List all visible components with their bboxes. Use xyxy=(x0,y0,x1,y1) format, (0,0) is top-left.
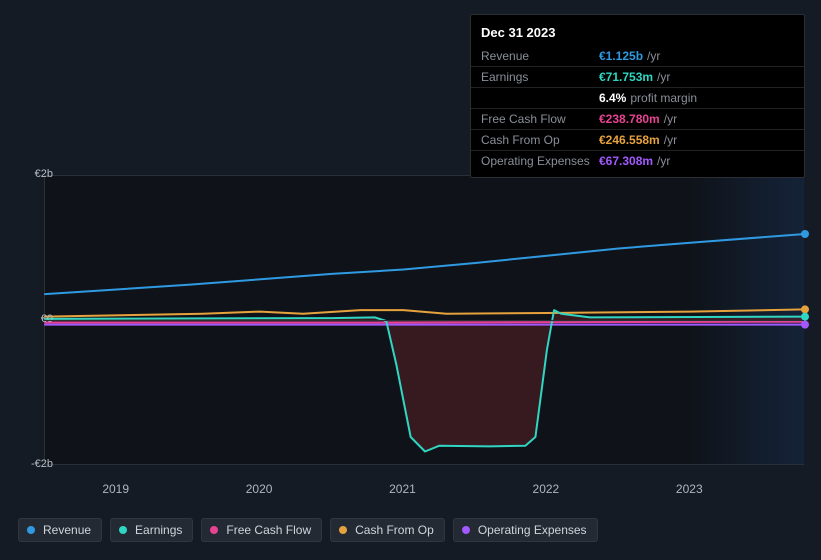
tooltip-row-unit: /yr xyxy=(657,154,670,168)
x-axis-label: 2019 xyxy=(102,482,129,496)
tooltip-row: Cash From Op€246.558m/yr xyxy=(471,130,804,151)
x-axis-labels: 2019 2020 2021 2022 2023 xyxy=(44,482,804,502)
legend-label: Operating Expenses xyxy=(478,523,587,537)
tooltip-row: Revenue€1.125b/yr xyxy=(471,46,804,67)
tooltip-row-label: Free Cash Flow xyxy=(481,112,599,126)
tooltip-row-unit: /yr xyxy=(664,133,677,147)
legend-dot-icon xyxy=(210,526,218,534)
series-end-marker xyxy=(801,230,809,238)
tooltip-row-value: €246.558m/yr xyxy=(599,133,677,147)
tooltip-row-label: Revenue xyxy=(481,49,599,63)
legend-dot-icon xyxy=(27,526,35,534)
tooltip-row-unit: /yr xyxy=(657,70,670,84)
chart-svg xyxy=(45,176,805,466)
x-axis-label: 2022 xyxy=(533,482,560,496)
legend-item-earnings[interactable]: Earnings xyxy=(110,518,193,542)
tooltip-row: Earnings€71.753m/yr xyxy=(471,67,804,88)
series-end-marker xyxy=(801,321,809,329)
y-axis-label: €0 xyxy=(13,313,53,325)
legend-dot-icon xyxy=(462,526,470,534)
tooltip-row-label: Cash From Op xyxy=(481,133,599,147)
legend-label: Revenue xyxy=(43,523,91,537)
series-line-cash-from-op xyxy=(45,309,805,316)
series-line-free-cash-flow xyxy=(45,322,805,323)
gridline-zero xyxy=(44,320,804,321)
legend-label: Earnings xyxy=(135,523,182,537)
tooltip-row: 6.4%profit margin xyxy=(471,88,804,109)
series-end-marker xyxy=(801,305,809,313)
y-axis-label: -€2b xyxy=(13,458,53,470)
legend: Revenue Earnings Free Cash Flow Cash From O… xyxy=(18,518,598,542)
tooltip-row-value: 6.4%profit margin xyxy=(599,91,697,105)
tooltip-date: Dec 31 2023 xyxy=(471,21,804,46)
series-line-revenue xyxy=(45,234,805,294)
tooltip-row: Operating Expenses€67.308m/yr xyxy=(471,151,804,171)
tooltip-row-value: €67.308m/yr xyxy=(599,154,670,168)
x-axis-label: 2023 xyxy=(676,482,703,496)
earnings-fill-area xyxy=(45,310,805,451)
tooltip-row-label: Operating Expenses xyxy=(481,154,599,168)
legend-item-free-cash-flow[interactable]: Free Cash Flow xyxy=(201,518,322,542)
x-axis-label: 2020 xyxy=(246,482,273,496)
legend-item-cash-from-op[interactable]: Cash From Op xyxy=(330,518,445,542)
tooltip-row-unit: /yr xyxy=(647,49,660,63)
legend-label: Free Cash Flow xyxy=(226,523,311,537)
tooltip-row-label: Earnings xyxy=(481,70,599,84)
tooltip-row-unit: profit margin xyxy=(630,91,697,105)
tooltip-card: Dec 31 2023 Revenue€1.125b/yrEarnings€71… xyxy=(470,14,805,178)
tooltip-row-value: €71.753m/yr xyxy=(599,70,670,84)
tooltip-row-value: €238.780m/yr xyxy=(599,112,677,126)
tooltip-row-value: €1.125b/yr xyxy=(599,49,660,63)
y-axis-label: €2b xyxy=(13,168,53,180)
tooltip-row-unit: /yr xyxy=(664,112,677,126)
legend-item-operating-expenses[interactable]: Operating Expenses xyxy=(453,518,598,542)
tooltip-row: Free Cash Flow€238.780m/yr xyxy=(471,109,804,130)
legend-dot-icon xyxy=(339,526,347,534)
legend-label: Cash From Op xyxy=(355,523,434,537)
legend-dot-icon xyxy=(119,526,127,534)
x-axis-label: 2021 xyxy=(389,482,416,496)
legend-item-revenue[interactable]: Revenue xyxy=(18,518,102,542)
